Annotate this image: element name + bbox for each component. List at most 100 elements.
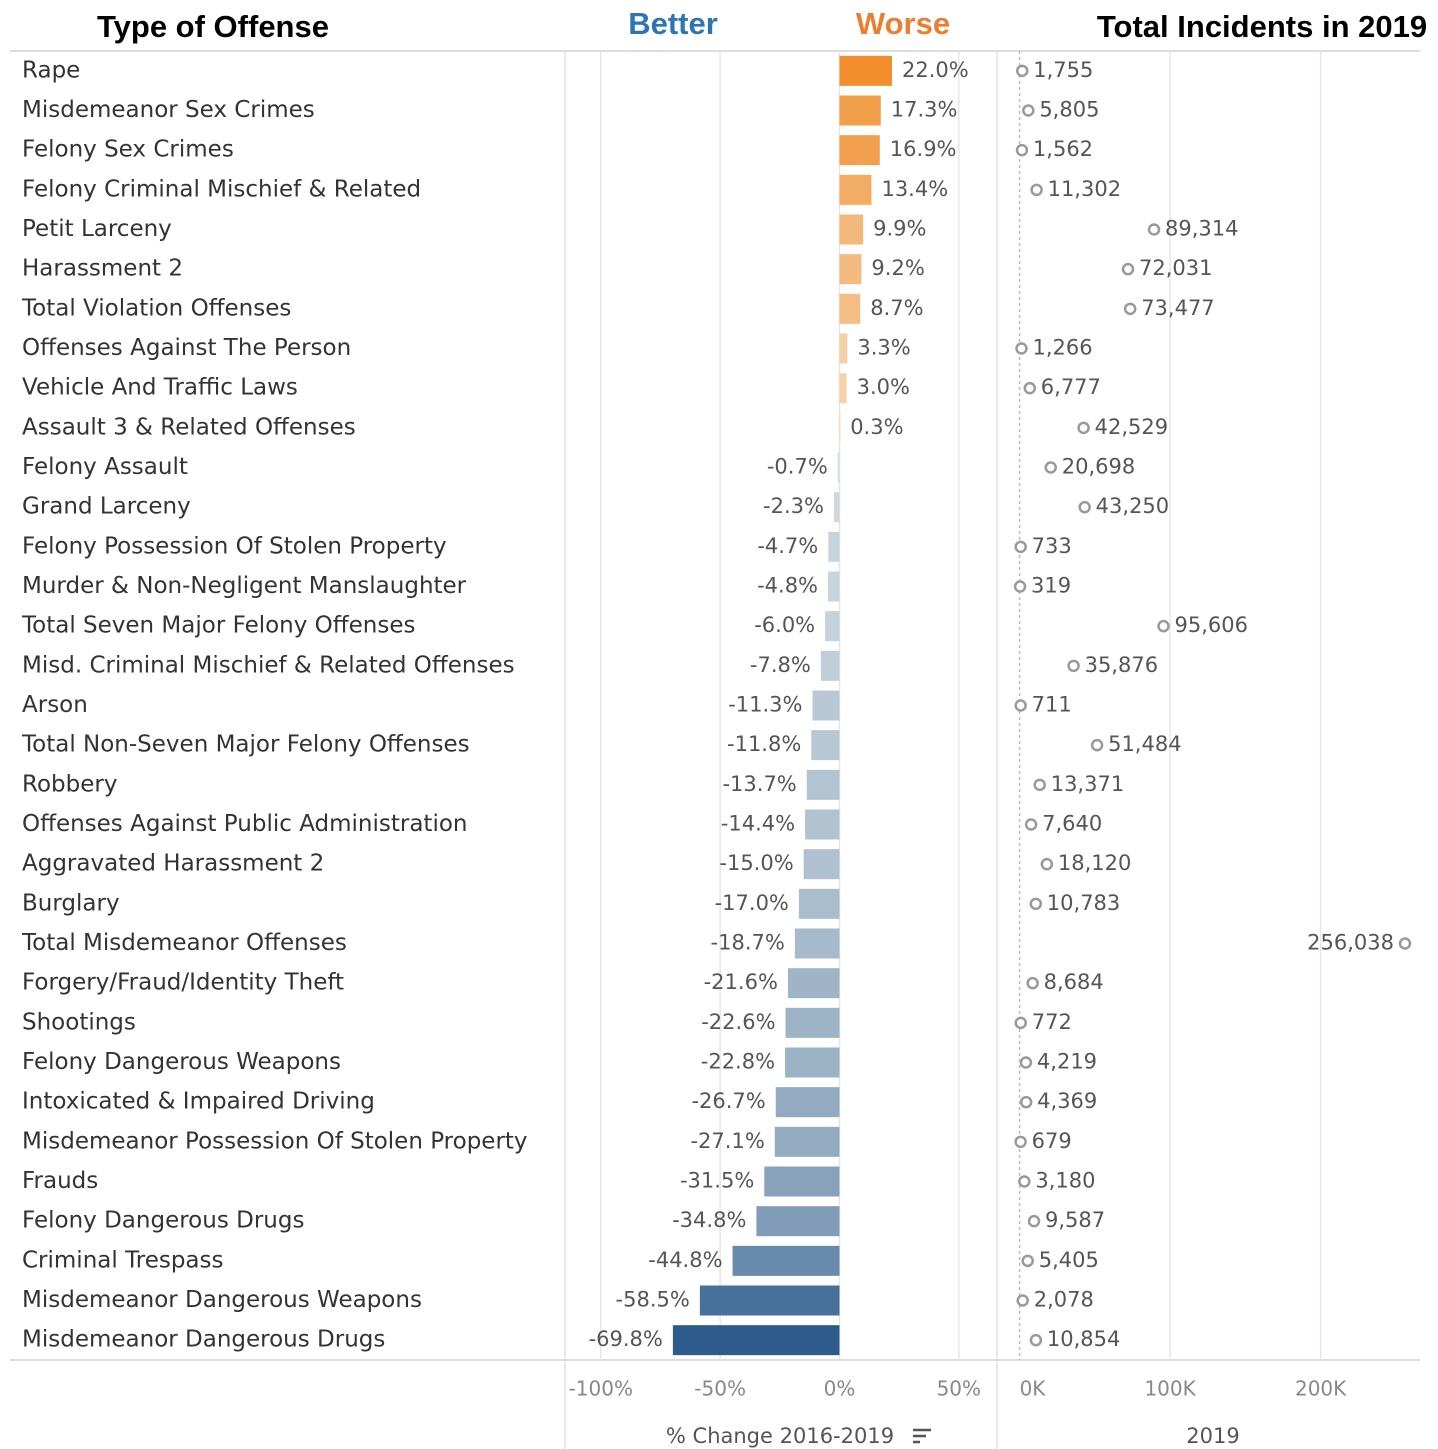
dot <box>1024 818 1038 831</box>
value-label: 8,684 <box>1044 970 1104 994</box>
bar <box>833 492 840 523</box>
value-label: 772 <box>1032 1010 1072 1034</box>
dot <box>1033 778 1046 792</box>
value-label: -4.7% <box>757 534 818 558</box>
category-label: Total Violation Offenses <box>21 295 291 321</box>
dot <box>1013 580 1027 593</box>
bar <box>672 1325 840 1356</box>
category-label: Intoxicated & Impaired Driving <box>22 1089 375 1115</box>
dot <box>1014 1135 1027 1149</box>
dot <box>1123 302 1137 316</box>
value-label: 0.3% <box>850 415 903 439</box>
value-label: -14.4% <box>721 812 795 836</box>
bar <box>825 611 840 642</box>
category-label: Offenses Against Public Administration <box>22 811 468 837</box>
x-tick-label: 0K <box>1020 1377 1047 1401</box>
category-label: Aggravated Harassment 2 <box>22 851 324 877</box>
dot <box>1014 1016 1027 1030</box>
bar <box>798 888 840 919</box>
value-label: 9.2% <box>871 256 924 280</box>
value-label: 13.4% <box>881 177 948 201</box>
bar <box>764 1166 840 1197</box>
value-label: 35,876 <box>1085 653 1158 677</box>
value-label: 10,854 <box>1047 1327 1120 1351</box>
category-label: Grand Larceny <box>22 494 191 520</box>
dot <box>1147 223 1161 236</box>
value-label: 20,698 <box>1062 455 1135 479</box>
bar <box>785 1047 840 1078</box>
category-label: Frauds <box>22 1168 98 1194</box>
bar <box>837 452 840 483</box>
value-label: -22.8% <box>701 1050 775 1074</box>
value-label: 10,783 <box>1047 891 1120 915</box>
category-label: Rape <box>22 57 80 83</box>
x-tick-label: 0% <box>824 1377 856 1401</box>
category-label: Burglary <box>22 890 120 916</box>
category-label: Murder & Non-Negligent Manslaughter <box>22 573 467 599</box>
bar <box>775 1087 840 1118</box>
value-label: -26.7% <box>691 1089 765 1113</box>
bar <box>805 809 840 840</box>
value-label: -17.0% <box>715 891 789 915</box>
value-label: 1,266 <box>1032 336 1092 360</box>
bar <box>839 135 880 166</box>
dot <box>1090 738 1104 752</box>
value-label: -18.7% <box>711 931 785 955</box>
value-label: 51,484 <box>1108 732 1181 756</box>
value-label: -34.8% <box>672 1208 746 1232</box>
value-label: 9,587 <box>1045 1208 1105 1232</box>
category-label: Misdemeanor Possession Of Stolen Propert… <box>22 1128 528 1154</box>
bar <box>787 968 840 999</box>
category-label: Forgery/Fraud/Identity Theft <box>22 970 344 996</box>
x-tick-label: 50% <box>937 1377 981 1401</box>
value-label: 733 <box>1032 534 1072 558</box>
value-label: 42,529 <box>1095 415 1168 439</box>
value-label: 679 <box>1032 1129 1072 1153</box>
value-label: 3,180 <box>1035 1169 1095 1193</box>
value-label: -13.7% <box>722 772 796 796</box>
category-header: Type of Offense <box>97 9 329 44</box>
category-label: Misdemeanor Sex Crimes <box>22 97 315 123</box>
dot <box>1022 104 1035 117</box>
value-label: 13,371 <box>1051 772 1124 796</box>
value-label: 4,219 <box>1037 1050 1097 1074</box>
value-label: 1,562 <box>1033 137 1093 161</box>
category-label: Shootings <box>22 1009 136 1035</box>
category-label: Misd. Criminal Mischief & Related Offens… <box>22 652 515 678</box>
bar <box>699 1285 840 1316</box>
x-tick-label: 200K <box>1295 1377 1347 1401</box>
dot <box>1027 1214 1041 1228</box>
category-label: Total Misdemeanor Offenses <box>21 930 347 956</box>
x-tick-label: -100% <box>569 1377 633 1401</box>
category-label: Felony Sex Crimes <box>22 137 234 163</box>
bar <box>774 1126 840 1157</box>
value-label: 43,250 <box>1096 494 1169 518</box>
value-label: 5,805 <box>1039 98 1099 122</box>
dot <box>1029 1333 1043 1347</box>
x-axis-label: 2019 <box>1186 1424 1239 1448</box>
category-label: Felony Assault <box>22 454 188 480</box>
bar <box>839 293 861 324</box>
value-label: 73,477 <box>1141 296 1214 320</box>
panel-title: Total Incidents in 2019 <box>1097 9 1427 44</box>
value-label: 11,302 <box>1048 177 1121 201</box>
category-label: Total Non-Seven Major Felony Offenses <box>21 732 470 758</box>
bar <box>812 690 840 721</box>
bar <box>839 333 848 364</box>
value-label: -11.8% <box>727 732 801 756</box>
bar <box>839 373 847 404</box>
bar <box>811 730 840 761</box>
value-label: 256,038 <box>1307 931 1394 955</box>
bar <box>839 174 872 205</box>
dot <box>1015 64 1029 78</box>
dot <box>1044 461 1057 474</box>
value-label: -6.0% <box>754 613 815 637</box>
value-label: -21.6% <box>704 970 778 994</box>
value-label: -2.3% <box>763 494 824 518</box>
x-axis-label: % Change 2016-2019 <box>666 1424 894 1448</box>
bar <box>839 55 892 86</box>
value-label: 319 <box>1031 574 1071 598</box>
category-label: Felony Dangerous Weapons <box>22 1049 341 1075</box>
dot <box>1021 1254 1034 1268</box>
